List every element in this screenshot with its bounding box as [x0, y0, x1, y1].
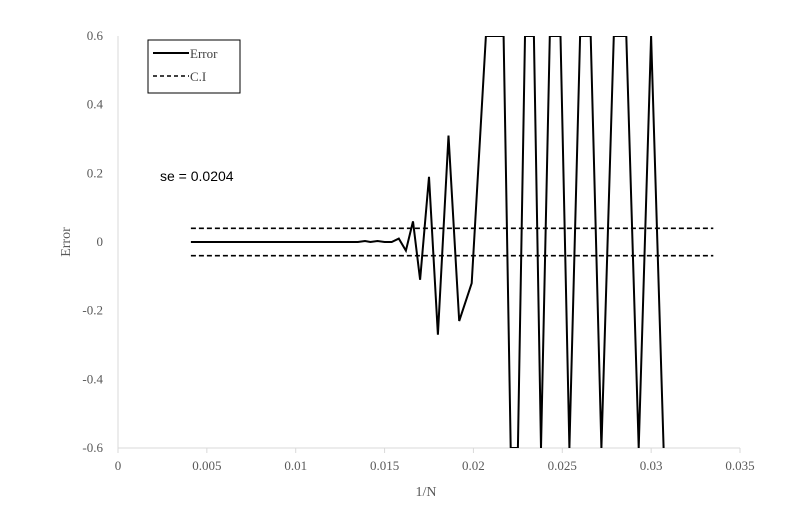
y-tick-label: 0.4 — [87, 97, 104, 112]
y-tick-label: 0 — [97, 234, 104, 249]
tick-labels: 0 0.005 0.01 0.015 0.02 0.025 0.03 0.035 -0.6 -0.… — [82, 28, 754, 473]
legend: Error C.I — [147, 39, 241, 94]
y-tick-label: -0.4 — [82, 371, 103, 386]
x-tick-label: 0.035 — [725, 458, 754, 473]
x-tick-label: 0.015 — [370, 458, 399, 473]
series-line-error — [190, 36, 665, 448]
y-tick-label: -0.2 — [82, 303, 103, 318]
x-tick-label: 0 — [115, 458, 122, 473]
x-tick-label: 0.005 — [192, 458, 221, 473]
x-tick-label: 0.025 — [548, 458, 577, 473]
series-layer — [190, 36, 714, 448]
x-tick-label: 0.01 — [284, 458, 307, 473]
legend-label-error: Error — [190, 46, 218, 61]
y-tick-label: -0.6 — [82, 440, 103, 455]
x-tick-label: 0.02 — [462, 458, 485, 473]
axes — [117, 36, 741, 453]
y-tick-label: 0.6 — [87, 28, 104, 43]
legend-box — [147, 39, 241, 94]
legend-label-ci: C.I — [190, 69, 206, 84]
y-axis-title: Error — [59, 227, 74, 257]
y-tick-label: 0.2 — [87, 165, 103, 180]
x-axis-title: 1/N — [416, 485, 437, 500]
x-tick-label: 0.03 — [640, 458, 663, 473]
se-annotation: se = 0.0204 — [160, 168, 234, 184]
